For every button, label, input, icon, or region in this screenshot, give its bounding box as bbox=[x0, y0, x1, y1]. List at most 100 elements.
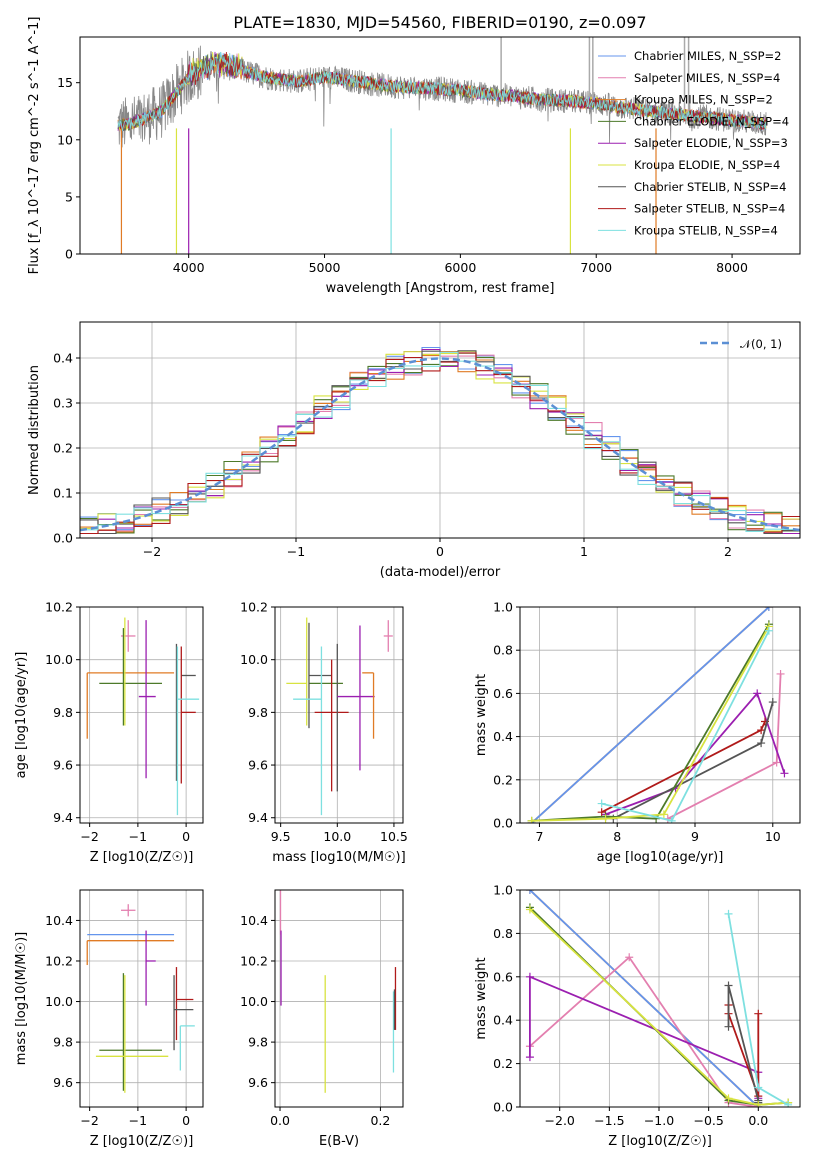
x-axis-label: (data-model)/error bbox=[380, 565, 501, 580]
error-bar-point-6 bbox=[175, 967, 194, 1041]
weight-line-1 bbox=[529, 890, 759, 1107]
error-bar-point-5 bbox=[145, 930, 156, 1006]
axes-frame bbox=[79, 889, 204, 1108]
weight-marker bbox=[780, 769, 789, 778]
x-tick-label: −2 bbox=[80, 1113, 98, 1128]
x-tick-label: 0 bbox=[182, 829, 190, 844]
legend-label: Kroupa STELIB, N_SSP=4 bbox=[634, 223, 778, 237]
y-tick-label: 0.3 bbox=[53, 396, 73, 411]
legend-label: Kroupa ELODIE, N_SSP=4 bbox=[634, 158, 780, 172]
error-bar-point-8 bbox=[383, 620, 393, 652]
y-tick-label: 10.0 bbox=[240, 652, 268, 667]
x-tick-label: 8000 bbox=[716, 260, 748, 275]
y-axis-label: age [log10(age/yr)] bbox=[14, 652, 29, 779]
x-axis-label: mass [log10(M/M☉)] bbox=[272, 850, 405, 865]
y-tick-label: 0.2 bbox=[493, 772, 513, 787]
mass-weight-vs-metallicity-panel: −2.0 −1.5 −1.0 −0.5 0.0 0.0 0.2 0.4 0.6 0.8 1.0 Z [… bbox=[474, 883, 801, 1149]
axes-frame bbox=[274, 889, 404, 1108]
y-tick-label: 9.6 bbox=[53, 758, 73, 773]
y-tick-label: 9.4 bbox=[248, 810, 268, 825]
x-tick-label: 10.5 bbox=[380, 829, 408, 844]
y-tick-label: 10.2 bbox=[240, 600, 268, 615]
y-tick-label: 15 bbox=[57, 75, 73, 90]
error-bar-point-7 bbox=[173, 975, 194, 1051]
spectrum-panel: 4000 5000 6000 7000 8000 0 5 10 15 wavelength [An… bbox=[27, 13, 801, 296]
y-tick-label: 10.0 bbox=[240, 994, 268, 1009]
model-fit-8 bbox=[117, 51, 767, 132]
legend: Chabrier MILES, N_SSP=2 Salpeter MILES, N… bbox=[598, 49, 789, 237]
weight-marker bbox=[625, 953, 634, 962]
weight-line-3 bbox=[605, 691, 786, 816]
x-axis-label: E(B-V) bbox=[319, 1134, 359, 1149]
x-tick-label: −0.5 bbox=[693, 1113, 723, 1128]
x-axis-label: Z [log10(Z/Z☉)] bbox=[90, 1134, 194, 1149]
weight-line-2 bbox=[529, 955, 759, 1107]
error-bar-point-0 bbox=[286, 617, 308, 726]
y-tick-label: 10.2 bbox=[45, 953, 73, 968]
error-bar-point-2 bbox=[99, 628, 162, 726]
x-tick-label: 0.2 bbox=[370, 1113, 390, 1128]
weight-line-7 bbox=[531, 625, 770, 822]
error-bar-point-2 bbox=[121, 904, 136, 917]
weight-line-8 bbox=[601, 630, 770, 822]
plot-area bbox=[86, 904, 195, 1093]
x-tick-label: 2 bbox=[724, 544, 732, 559]
weight-line-1 bbox=[531, 607, 770, 823]
weight-marker bbox=[754, 1083, 763, 1092]
plot-area bbox=[117, 37, 767, 254]
y-tick-label: 0.0 bbox=[493, 1100, 513, 1115]
y-tick-label: 10.2 bbox=[240, 953, 268, 968]
grid-lines bbox=[275, 890, 403, 1107]
y-tick-label: 0.6 bbox=[493, 686, 513, 701]
y-tick-label: 0.4 bbox=[493, 729, 513, 744]
y-tick-label: 9.6 bbox=[248, 1075, 268, 1090]
x-axis-label: Z [log10(Z/Z☉)] bbox=[608, 1134, 712, 1149]
x-tick-label: 0.0 bbox=[270, 1113, 290, 1128]
x-tick-label: 4000 bbox=[173, 260, 205, 275]
x-tick-label: 0 bbox=[436, 544, 444, 559]
weight-marker bbox=[754, 1100, 763, 1107]
y-tick-label: 9.6 bbox=[53, 1075, 73, 1090]
plot-area bbox=[86, 617, 200, 816]
normal-distribution-curve bbox=[80, 357, 800, 532]
weight-marker bbox=[757, 739, 766, 748]
y-tick-label: 0.8 bbox=[493, 643, 513, 658]
error-bar-point-4 bbox=[95, 975, 169, 1093]
error-bar-point-7 bbox=[362, 672, 375, 739]
y-tick-label: 9.6 bbox=[248, 758, 268, 773]
axes-frame bbox=[79, 36, 801, 255]
x-tick-label: −2.0 bbox=[545, 1113, 575, 1128]
legend-label: Chabrier ELODIE, N_SSP=4 bbox=[634, 114, 789, 128]
x-tick-label: 9.5 bbox=[271, 829, 291, 844]
x-axis-label: age [log10(age/yr)] bbox=[597, 850, 724, 865]
grid-lines bbox=[80, 606, 203, 823]
weight-marker bbox=[597, 799, 606, 808]
x-tick-label: 0.0 bbox=[748, 1113, 768, 1128]
grid-lines bbox=[275, 606, 403, 823]
grid-lines bbox=[520, 606, 800, 824]
legend-label: 𝒩(0, 1) bbox=[740, 337, 782, 351]
error-bar-point-3 bbox=[99, 973, 162, 1091]
weight-marker bbox=[525, 972, 534, 981]
legend-label: Chabrier STELIB, N_SSP=4 bbox=[634, 180, 786, 194]
y-tick-label: 5 bbox=[65, 189, 73, 204]
y-tick-label: 0.1 bbox=[53, 486, 73, 501]
x-tick-label: 9 bbox=[691, 829, 699, 844]
y-tick-label: 10.0 bbox=[45, 994, 73, 1009]
weight-marker bbox=[597, 808, 606, 817]
legend-label: Chabrier MILES, N_SSP=2 bbox=[634, 49, 781, 63]
axes-frame bbox=[519, 606, 801, 824]
error-bar-point-6 bbox=[337, 625, 375, 771]
plot-area bbox=[279, 890, 397, 1093]
error-bar-point-1 bbox=[86, 940, 175, 966]
weight-marker bbox=[764, 626, 773, 635]
weight-marker bbox=[667, 816, 676, 823]
error-bar-point-7 bbox=[180, 646, 196, 784]
x-tick-label: −1.0 bbox=[644, 1113, 674, 1128]
x-tick-label: 6000 bbox=[444, 260, 476, 275]
weight-marker bbox=[724, 981, 733, 990]
weight-marker bbox=[601, 814, 610, 823]
x-tick-label: 0 bbox=[182, 1113, 190, 1128]
error-bar-point-8 bbox=[179, 1025, 195, 1071]
error-bar-point-4 bbox=[314, 659, 349, 792]
